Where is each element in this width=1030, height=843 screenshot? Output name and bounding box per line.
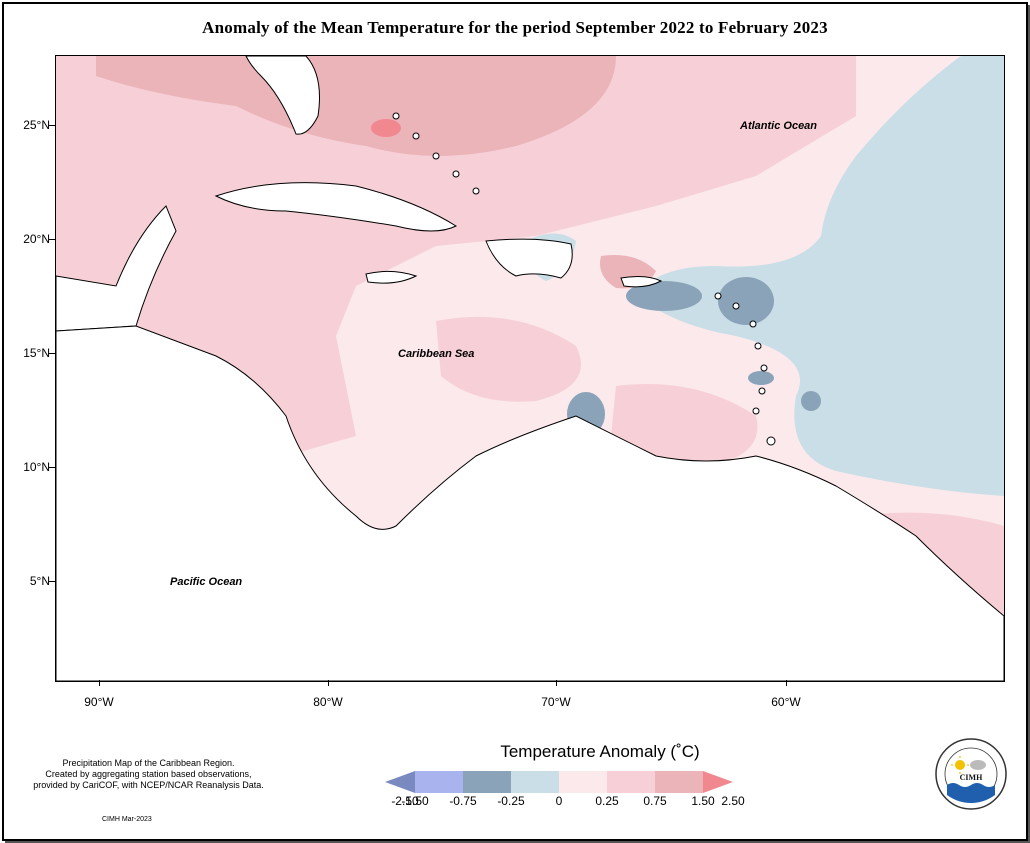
anomaly-map: Atlantic Ocean Caribbean Sea Pacific Oce… [55,55,1005,682]
footnote-line-2: Created by aggregating station based obs… [45,769,252,779]
lon-tick-70w [556,680,557,686]
anomaly-zone-cool-leeward [718,277,774,325]
legend-cell [511,771,559,793]
legend-cell [463,771,511,793]
lon-label-80w: 80°W [313,695,343,709]
legend-break-label: 2.50 [721,794,745,808]
lon-tick-90w [99,680,100,686]
legend-break-label: -1.50 [401,794,429,808]
map-footnote: Precipitation Map of the Caribbean Regio… [6,758,291,791]
land-puerto-rico [620,276,663,288]
lon-tick-80w [328,680,329,686]
lat-tick-10n [49,467,55,468]
lat-tick-25n [49,125,55,126]
label-pacific-ocean: Pacific Ocean [170,576,243,588]
lat-tick-15n [49,353,55,354]
map-credit: CIMH Mar-2023 [102,816,152,823]
sun-icon [955,760,965,770]
legend-colorbar [385,771,733,793]
lat-tick-20n [49,239,55,240]
legend-break-label: 1.50 [691,794,715,808]
lesser-antilles [392,112,776,446]
lat-label-25n: 25°N [23,118,50,132]
lon-label-70w: 70°W [541,695,571,709]
land-masses [56,56,1004,681]
anomaly-zone-cool-windward [748,371,774,385]
anomaly-zone-warm-bahamas [96,56,616,156]
land-hispaniola [485,238,573,279]
footnote-line-1: Precipitation Map of the Caribbean Regio… [62,758,235,768]
land-jamaica [365,270,418,284]
land-yucatan [56,205,177,332]
legend-cell [559,771,607,793]
label-caribbean-sea: Caribbean Sea [398,348,475,360]
legend-title: Temperature Anomaly (˚C) [500,742,700,761]
cloud-icon [970,760,986,770]
legend-cells [385,771,733,793]
lat-label-20n: 20°N [23,232,50,246]
lon-label-90w: 90°W [84,695,114,709]
cimh-logo: CIMH [935,738,1007,810]
lat-tick-5n [49,581,55,582]
lon-label-60w: 60°W [771,695,801,709]
lon-tick-60w [786,680,787,686]
anomaly-zone-hot-spot [371,119,401,137]
legend-cell [415,771,463,793]
lat-label-15n: 15°N [23,346,50,360]
legend-break-label: 0 [555,794,563,808]
anomaly-zone-pink-west [56,56,856,486]
legend-cell [385,771,415,793]
logo-text: CIMH [960,773,983,782]
anomaly-zone-cool-atlantic [636,56,1004,496]
footnote-line-3: provided by CariCOF, with NCEP/NCAR Rean… [33,780,264,790]
map-canvas [56,56,1004,681]
map-title: Anomaly of the Mean Temperature for the … [202,18,828,37]
legend-cell [607,771,655,793]
anomaly-zone-pink-south [611,384,758,466]
legend-break-label: -0.25 [497,794,525,808]
legend-cell [703,771,733,793]
legend-break-label: -2.50 [391,794,419,808]
land-cuba [214,182,458,232]
wave-icon [947,783,995,803]
land-florida [245,56,320,135]
label-atlantic-ocean: Atlantic Ocean [740,120,818,132]
anomaly-zone-cool-barbados [801,391,821,411]
lat-label-10n: 10°N [23,460,50,474]
legend-break-label: 0.25 [595,794,619,808]
lat-label-5n: 5°N [29,574,50,588]
anomaly-zone-pink-central [436,316,581,402]
legend-break-label: -0.75 [449,794,477,808]
land-central-south-america [56,325,1004,681]
legend-cell [655,771,703,793]
legend-break-label: 0.75 [643,794,667,808]
anomaly-zone-cool-puerto-rico [626,281,702,311]
